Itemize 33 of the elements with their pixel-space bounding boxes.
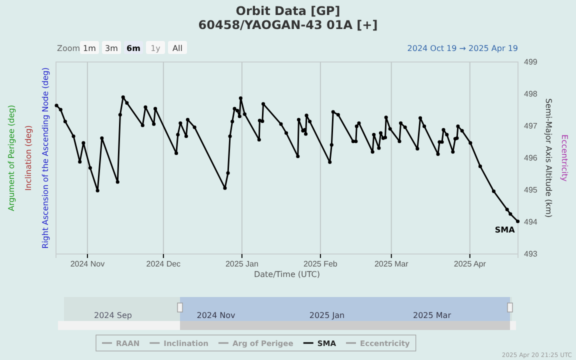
x-tick-label: 2025 Mar [374, 260, 409, 269]
text: Right Ascension of the Ascending Node (deg) [41, 67, 50, 249]
y-tick-label: 498 [524, 90, 538, 99]
y-tick-label: 499 [524, 58, 538, 67]
chart-title: Orbit Data [GP] [236, 4, 340, 18]
y-tick-label: 496 [524, 154, 538, 163]
text: Argument of Perigee (deg) [7, 104, 16, 212]
text: 1m [83, 44, 96, 53]
y-tick-label: 493 [524, 250, 538, 259]
text: 2024 Oct 19 → 2025 Apr 19 [407, 44, 518, 53]
text: Inclination (deg) [24, 125, 33, 191]
chart-subtitle: 60458/YAOGAN-43 01A [+] [198, 18, 378, 32]
text: 6m [126, 44, 140, 53]
x-tick-label: 2024 Nov [70, 260, 105, 269]
x-tick-label: 2025 Apr [454, 260, 486, 269]
x-tick-label: 2025 Feb [304, 260, 338, 269]
text: 2025 Mar [413, 311, 452, 320]
text: 2025 Jan [309, 311, 345, 320]
y-tick-label: 497 [524, 122, 538, 131]
text: 3m [105, 44, 118, 53]
text: All [172, 44, 182, 53]
y-tick-label: 494 [524, 218, 538, 227]
x-axis-title: Date/Time (UTC) [254, 270, 320, 279]
text: Eccentricity [560, 134, 569, 182]
x-tick-label: 2025 Jan [225, 260, 258, 269]
y-axis-title: Semi-Major Axis Altitude (km) [544, 98, 553, 218]
y-tick-label: 495 [524, 186, 538, 195]
x-tick-label: 2024 Dec [146, 260, 181, 269]
text: Zoom [57, 44, 80, 53]
text: 2024 Sep [94, 311, 132, 320]
text: SMA [494, 225, 515, 234]
text: 1y [150, 44, 161, 53]
text: 2024 Nov [196, 311, 236, 320]
